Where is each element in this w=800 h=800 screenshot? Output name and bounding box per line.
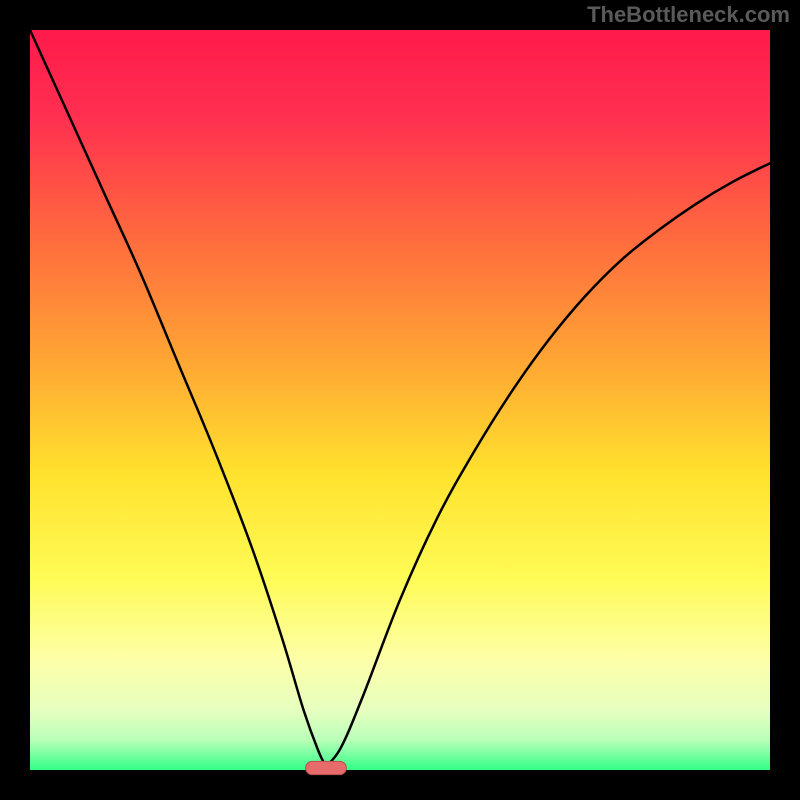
minimum-marker <box>306 761 347 774</box>
watermark-text: TheBottleneck.com <box>587 2 790 28</box>
plot-background <box>30 30 770 770</box>
chart-svg <box>0 0 800 800</box>
chart-container: TheBottleneck.com <box>0 0 800 800</box>
